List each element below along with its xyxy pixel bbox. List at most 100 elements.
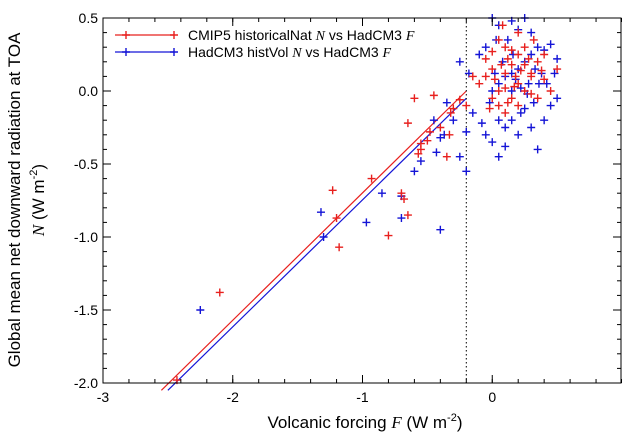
point-red xyxy=(335,243,344,252)
point-blue xyxy=(534,79,543,88)
legend-label-blue: HadCM3 histVol N vs HadCM3 F xyxy=(188,44,392,61)
point-blue xyxy=(410,167,419,176)
point-blue xyxy=(429,116,438,125)
point-blue xyxy=(516,108,525,117)
fit-line-blue xyxy=(167,97,467,391)
point-red xyxy=(516,66,525,75)
point-red xyxy=(514,28,523,37)
fit-lines xyxy=(160,90,467,391)
point-blue xyxy=(455,57,464,66)
point-red xyxy=(397,189,406,198)
point-red xyxy=(468,72,477,81)
y-tick-label: 0.0 xyxy=(79,83,99,99)
point-blue xyxy=(550,69,559,78)
point-blue xyxy=(503,35,512,44)
point-red xyxy=(503,98,512,107)
legend-entry-blue: HadCM3 histVol N vs HadCM3 F xyxy=(115,44,392,61)
point-red xyxy=(410,94,419,103)
point-blue xyxy=(449,116,458,125)
y-axis-label-sup: -2 xyxy=(28,170,40,180)
point-blue xyxy=(514,130,523,139)
point-red xyxy=(520,43,529,52)
legend-label-blue-pre: HadCM3 histVol xyxy=(188,44,292,60)
legend-label-blue-var-n: N xyxy=(291,46,302,61)
point-red xyxy=(416,139,425,148)
x-axis-label-close: ) xyxy=(457,413,463,432)
x-tick-label: -1 xyxy=(356,389,369,405)
x-axis-label-unit: (W m xyxy=(402,413,447,432)
legend-label-red-mid: vs HadCM3 xyxy=(325,27,406,43)
point-red xyxy=(423,136,432,145)
point-blue xyxy=(507,87,516,95)
point-blue xyxy=(442,98,451,107)
fit-line-red xyxy=(160,90,467,391)
point-red xyxy=(533,94,542,103)
point-red xyxy=(436,123,445,132)
x-tick-labels: -3 -2 -1 0 xyxy=(97,389,497,405)
point-red xyxy=(384,231,393,240)
point-blue xyxy=(494,116,503,125)
legend-label-blue-mid: vs HadCM3 xyxy=(302,44,383,60)
point-red xyxy=(497,60,506,69)
point-blue xyxy=(553,54,562,63)
point-blue xyxy=(436,225,445,234)
point-red xyxy=(215,288,224,297)
point-blue xyxy=(494,152,503,161)
point-red xyxy=(514,101,523,110)
point-red xyxy=(511,72,520,81)
x-tick-label: -2 xyxy=(227,389,240,405)
point-blue xyxy=(533,145,542,154)
point-red xyxy=(529,35,538,44)
point-red xyxy=(490,75,499,84)
point-blue xyxy=(553,94,562,103)
legend-label-red: CMIP5 historicalNat N vs HadCM3 F xyxy=(188,27,415,44)
x-axis-label-var: F xyxy=(390,413,402,432)
point-blue xyxy=(416,157,425,166)
point-red xyxy=(488,65,497,74)
x-axis-label-text: Volcanic forcing xyxy=(268,413,392,432)
point-red xyxy=(494,87,503,95)
point-red xyxy=(520,60,529,69)
legend-label-red-var-n: N xyxy=(315,29,326,44)
point-blue xyxy=(546,101,555,110)
point-red xyxy=(507,46,516,55)
point-blue xyxy=(501,142,510,151)
point-blue xyxy=(462,167,471,176)
x-axis-label-sup: -2 xyxy=(447,412,457,424)
point-blue xyxy=(475,50,484,59)
x-tick-label: -3 xyxy=(97,389,110,405)
point-blue xyxy=(362,218,371,227)
y-axis-label-line2: N (W m-2) xyxy=(28,164,48,237)
point-red xyxy=(414,149,423,158)
point-blue xyxy=(540,116,549,125)
y-tick-label: -0.5 xyxy=(74,156,98,172)
point-red xyxy=(425,127,434,136)
point-red xyxy=(332,214,341,223)
point-blue xyxy=(477,119,486,128)
y-axis-label-close: ) xyxy=(29,164,48,170)
point-blue xyxy=(527,123,536,132)
y-tick-labels: -2.0 -1.5 -1.0 -0.5 0.0 0.5 xyxy=(74,10,98,391)
point-blue xyxy=(436,133,445,142)
point-red xyxy=(527,72,536,81)
point-red xyxy=(481,54,490,63)
point-red xyxy=(494,101,503,110)
point-red xyxy=(524,54,533,63)
point-blue xyxy=(529,98,538,107)
point-red xyxy=(501,43,510,52)
point-red xyxy=(501,108,510,117)
point-blue xyxy=(520,104,529,113)
y-tick-label: 0.5 xyxy=(79,10,99,26)
point-blue xyxy=(542,79,551,88)
point-red xyxy=(537,66,546,75)
point-blue xyxy=(196,306,205,314)
point-red xyxy=(488,47,497,56)
point-blue xyxy=(533,43,542,52)
point-red xyxy=(488,94,497,103)
point-red xyxy=(553,65,562,74)
legend-entry-red: CMIP5 historicalNat N vs HadCM3 F xyxy=(115,27,415,44)
point-blue xyxy=(546,40,555,49)
legend-marker-blue xyxy=(122,48,178,56)
x-tick-label: 0 xyxy=(488,389,496,405)
point-red xyxy=(442,152,451,161)
